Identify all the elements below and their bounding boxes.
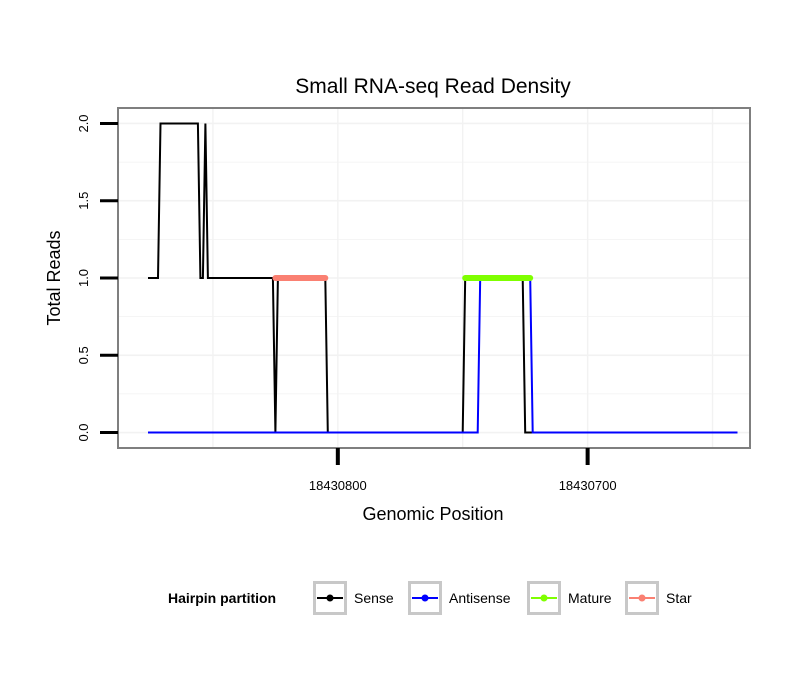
legend: Hairpin partition Sense Antisense Mature St… xyxy=(168,581,692,615)
series-lines xyxy=(148,122,738,434)
legend-entry-star: Star xyxy=(625,581,692,615)
legend-entries: Sense Antisense Mature Star xyxy=(313,581,692,615)
legend-key-point xyxy=(540,594,548,602)
x-axis-title: Genomic Position xyxy=(362,504,503,524)
legend-key-point xyxy=(421,594,429,602)
legend-entry-antisense: Antisense xyxy=(408,581,511,615)
legend-title: Hairpin partition xyxy=(168,590,276,606)
legend-key-point xyxy=(326,594,334,602)
y-tick-label: 0.0 xyxy=(76,423,91,441)
legend-label: Star xyxy=(666,590,692,606)
x-tick-label: 18430700 xyxy=(559,478,617,493)
legend-label: Mature xyxy=(568,590,612,606)
y-axis-ticks: 0.0 0.5 1.0 1.5 2.0 xyxy=(76,114,118,442)
y-tick-label: 0.5 xyxy=(76,346,91,364)
legend-entry-sense: Sense xyxy=(313,581,394,615)
y-tick-label: 1.5 xyxy=(76,192,91,210)
y-axis-title: Total Reads xyxy=(44,230,64,325)
legend-entry-mature: Mature xyxy=(527,581,612,615)
chart-title: Small RNA-seq Read Density xyxy=(295,75,571,98)
x-tick-label: 18430800 xyxy=(309,478,367,493)
y-tick-label: 1.0 xyxy=(76,269,91,287)
legend-key-point xyxy=(638,594,646,602)
legend-label: Sense xyxy=(354,590,394,606)
x-axis-ticks: 18430800 18430700 xyxy=(309,448,617,493)
y-tick-label: 2.0 xyxy=(76,114,91,132)
legend-key-box xyxy=(527,581,561,615)
legend-label: Antisense xyxy=(449,590,511,606)
